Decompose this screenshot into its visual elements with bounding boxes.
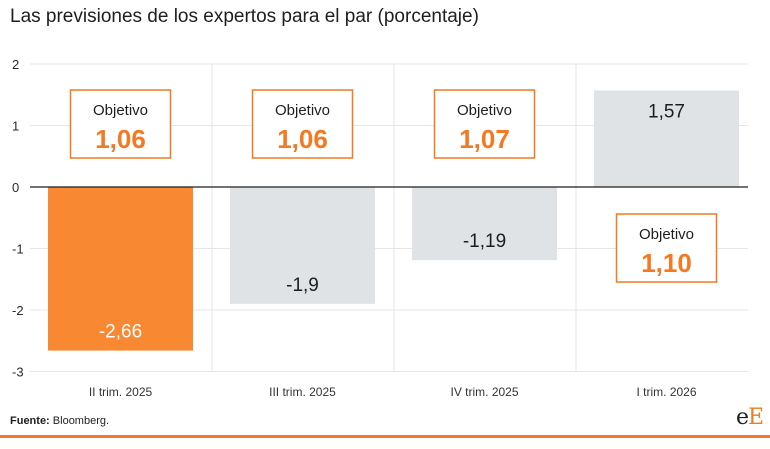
bar-value-label: -1,9 [286, 275, 319, 296]
brand-logo: eE [736, 405, 764, 430]
brand-logo-upper: E [748, 405, 764, 430]
target-box [615, 213, 718, 283]
bar-value-label: -2,66 [99, 322, 142, 343]
bar [412, 187, 557, 261]
target-value: 1,10 [641, 248, 692, 278]
chart-title: Las previsiones de los expertos para el … [10, 6, 479, 27]
x-tick-label: III trim. 2025 [269, 385, 336, 399]
y-tick-label: -2 [12, 303, 24, 318]
bar-value-label: -1,19 [463, 231, 506, 252]
target-label: Objetivo [275, 102, 330, 119]
bottom-rule [0, 435, 770, 438]
bar [230, 187, 375, 304]
x-tick-label: IV trim. 2025 [450, 385, 518, 399]
bar-value-label: 1,57 [648, 101, 685, 122]
y-tick-label: 0 [12, 180, 19, 195]
target-label: Objetivo [457, 102, 512, 119]
target-label: Objetivo [639, 226, 694, 243]
bar [594, 90, 739, 187]
x-tick-label: II trim. 2025 [89, 385, 153, 399]
source-label: Fuente: [10, 415, 50, 427]
target-box [69, 89, 172, 159]
target-box [251, 89, 354, 159]
y-tick-label: 1 [12, 119, 19, 134]
x-tick-label: I trim. 2026 [636, 385, 696, 399]
y-tick-label: -1 [12, 242, 24, 257]
source-note: Fuente: Bloomberg. [10, 415, 109, 427]
brand-logo-lower: e [736, 405, 749, 430]
target-value: 1,06 [277, 124, 328, 154]
target-label: Objetivo [93, 102, 148, 119]
target-box [433, 89, 536, 159]
target-value: 1,06 [95, 124, 146, 154]
source-text: Bloomberg. [49, 415, 110, 427]
bar [48, 187, 193, 351]
y-tick-label: 2 [12, 57, 19, 72]
target-value: 1,07 [459, 124, 510, 154]
y-tick-label: -3 [12, 365, 24, 380]
